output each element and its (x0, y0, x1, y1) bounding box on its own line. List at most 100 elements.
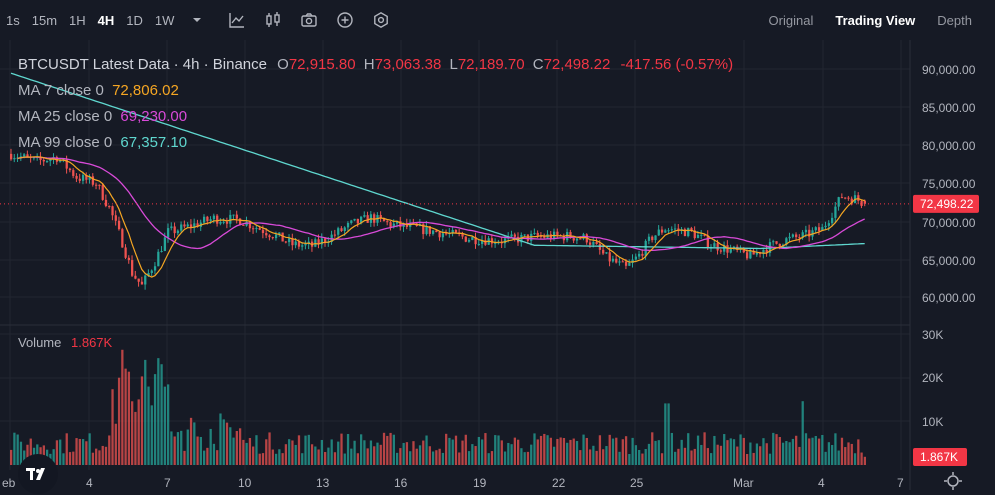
symbol-title[interactable]: BTCUSDT Latest Data · 4h · Binance (18, 56, 267, 73)
time-axis[interactable]: eb 4 7 10 13 16 19 22 25 Mar 4 7 (2, 476, 904, 490)
candle-body (225, 221, 229, 224)
volume-bar (785, 440, 788, 465)
volume-bar (232, 437, 235, 465)
volume-bar (575, 441, 579, 465)
current-volume-label: 1.867K (920, 450, 958, 464)
timeframe-1s[interactable]: 1s (6, 12, 20, 28)
candle-type-icon[interactable] (260, 7, 286, 33)
volume-bar (667, 403, 670, 465)
timeframe-1w[interactable]: 1W (154, 12, 175, 28)
volume-bar (104, 446, 108, 465)
candle-body (749, 250, 752, 259)
candle-body (117, 220, 121, 230)
time-tick: 7 (164, 476, 171, 490)
candle-body (785, 238, 788, 245)
volume-tick: 10K (922, 415, 943, 429)
time-tick: eb (2, 476, 16, 490)
price-chart[interactable]: 90,000.00 85,000.00 80,000.00 75,000.00 … (0, 40, 995, 490)
volume-bar (742, 437, 745, 465)
timeframe-4h[interactable]: 4H (97, 12, 115, 28)
volume-bar (350, 448, 353, 465)
plus-circle-icon[interactable] (332, 7, 358, 33)
time-tick: 19 (473, 476, 487, 490)
candle-body (88, 176, 91, 180)
candle-body (281, 232, 284, 242)
chart-legend: BTCUSDT Latest Data · 4h · Binance O72,9… (18, 52, 733, 156)
volume-bar (95, 448, 98, 465)
ma7-legend[interactable]: MA 7 close 0 72,806.02 (18, 78, 733, 104)
candle-body (216, 215, 219, 224)
volume-bar (131, 401, 134, 465)
candle-body (778, 243, 781, 247)
timeframe-15m[interactable]: 15m (31, 12, 58, 28)
gear-icon[interactable] (944, 472, 962, 490)
candle-body (471, 237, 474, 240)
candle-body (131, 260, 134, 276)
volume-bar (418, 445, 422, 465)
volume-bar (379, 444, 382, 465)
ma99-legend[interactable]: MA 99 close 0 67,357.10 (18, 130, 733, 156)
candle-body (173, 226, 176, 234)
candle-body (510, 234, 513, 237)
volume-bar (664, 403, 667, 465)
candle-body (755, 252, 759, 255)
candle-body (536, 232, 539, 237)
volume-bar (723, 434, 726, 465)
volume-bar (183, 450, 186, 465)
volume-bar (412, 441, 415, 465)
candle-body (343, 227, 346, 232)
volume-bar (585, 437, 588, 465)
volume-bar (801, 401, 804, 465)
price-axis[interactable]: 90,000.00 85,000.00 80,000.00 75,000.00 … (922, 63, 976, 305)
volume-bar (163, 386, 167, 465)
ma25-value: 69,230.00 (120, 108, 188, 125)
camera-icon[interactable] (296, 7, 322, 33)
volume-bar (768, 453, 772, 465)
candle-body (75, 175, 78, 179)
settings-icon[interactable] (368, 7, 394, 33)
view-depth[interactable]: Depth (937, 12, 972, 28)
tradingview-logo-icon[interactable] (18, 454, 58, 494)
ma25-legend[interactable]: MA 25 close 0 69,230.00 (18, 104, 733, 130)
candle-body (258, 228, 261, 230)
volume-tick: 20K (922, 371, 943, 385)
chart-area[interactable]: 90,000.00 85,000.00 80,000.00 75,000.00 … (0, 40, 995, 494)
price-tick: 90,000.00 (922, 63, 976, 77)
candle-body (435, 230, 438, 233)
volume-bar (114, 423, 117, 465)
view-original[interactable]: Original (768, 12, 814, 28)
indicator-icon[interactable] (224, 7, 250, 33)
timeframe-1h[interactable]: 1H (69, 12, 86, 28)
candle-body (366, 215, 369, 223)
volume-bar (202, 450, 206, 465)
volume-bar (729, 438, 732, 465)
candle-body (791, 234, 795, 237)
volume-bar (726, 440, 729, 465)
candle-body (59, 160, 62, 162)
candle-body (762, 249, 765, 254)
candle-body (445, 233, 448, 235)
candle-body (788, 236, 791, 239)
candle-body (382, 218, 386, 222)
volume-legend[interactable]: Volume 1.867K (18, 335, 112, 350)
volume-bar (167, 384, 170, 465)
volume-axis[interactable]: 30K 20K 10K (922, 328, 943, 429)
candle-body (438, 232, 441, 238)
volume-bar (556, 438, 559, 465)
candle-body (840, 197, 844, 199)
time-tick: Mar (733, 476, 754, 490)
volume-bar (238, 428, 242, 465)
candle-body (651, 236, 654, 241)
volume-bar (399, 448, 402, 465)
candle-body (23, 154, 26, 157)
chevron-down-icon[interactable] (184, 7, 210, 33)
volume-bar (451, 439, 454, 465)
view-trading-view[interactable]: Trading View (835, 12, 916, 28)
candle-body (26, 154, 29, 157)
volume-bar (297, 435, 301, 465)
timeframe-1d[interactable]: 1D (126, 12, 143, 28)
current-price-tag: 72,498.22 (913, 194, 979, 213)
candle-body (821, 227, 824, 231)
candle-body (588, 242, 592, 245)
volume-bar (549, 437, 552, 465)
